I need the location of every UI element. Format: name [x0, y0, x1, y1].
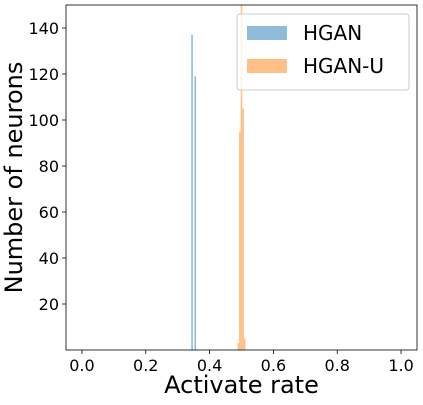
- bar-hgan-u-2: [240, 5, 243, 350]
- bar-hgan-u-1: [239, 131, 241, 350]
- y-tick-label: 60: [39, 203, 59, 222]
- y-tick-label: 120: [28, 65, 59, 84]
- legend: HGAN HGAN-U: [236, 13, 410, 91]
- x-tick-label: 0.4: [197, 356, 222, 375]
- x-tick-label: 1.0: [388, 356, 413, 375]
- x-tick-label: 0.0: [69, 356, 94, 375]
- bar-hgan-u-4: [243, 338, 246, 350]
- x-axis: 0.0 0.2 0.4 0.6 0.8 1.0: [69, 350, 414, 375]
- y-tick-label: 100: [28, 111, 59, 130]
- legend-label-hgan-u: HGAN-U: [303, 54, 384, 78]
- bar-hgan-1: [194, 76, 197, 351]
- y-tick-label: 140: [28, 19, 59, 38]
- y-axis-label: Number of neurons: [0, 62, 28, 294]
- x-tick-label: 0.6: [261, 356, 286, 375]
- bars-layer: [191, 5, 246, 351]
- legend-swatch-hgan-u: [247, 59, 287, 73]
- y-axis: 20 40 60 80 100 120 140: [28, 19, 66, 314]
- bar-hgan-0: [191, 34, 193, 351]
- y-tick-label: 20: [39, 295, 59, 314]
- bar-hgan-u-0: [237, 343, 240, 350]
- plot-frame: [65, 4, 418, 351]
- x-axis-label: Activate rate: [164, 371, 319, 399]
- y-tick-label: 80: [39, 157, 59, 176]
- legend-swatch-hgan: [247, 26, 287, 40]
- legend-label-hgan: HGAN: [303, 21, 362, 45]
- x-tick-label: 0.8: [325, 356, 350, 375]
- y-tick-label: 40: [39, 249, 59, 268]
- x-tick-label: 0.2: [133, 356, 158, 375]
- bar-hgan-u-3: [242, 108, 244, 350]
